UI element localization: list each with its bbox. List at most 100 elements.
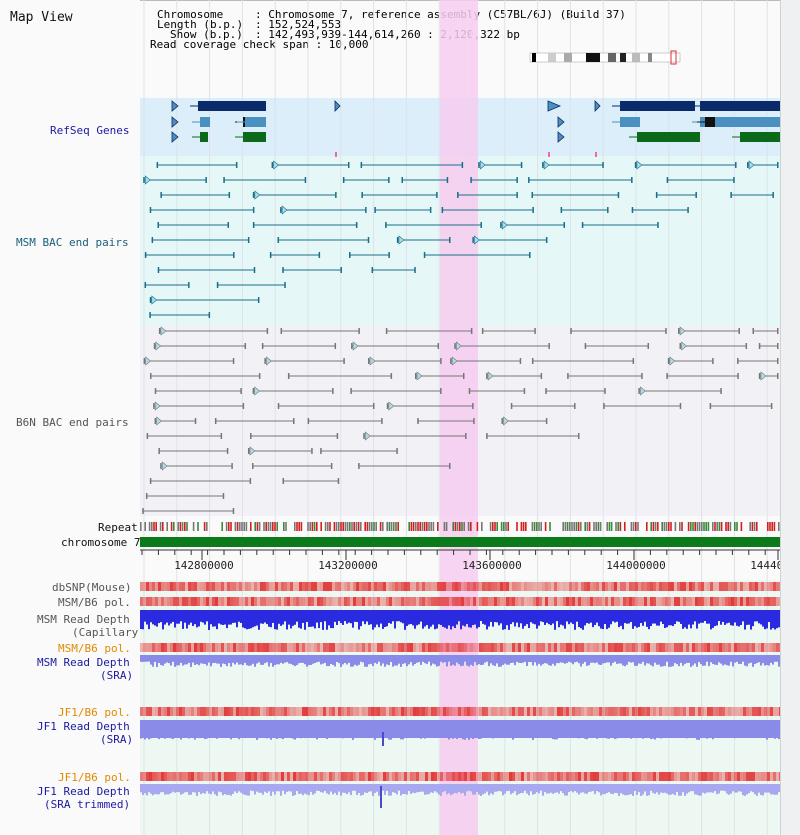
jf1-sra-depth-bar — [354, 720, 356, 735]
repeat-element — [351, 522, 353, 531]
dbsnp-cell — [638, 582, 641, 591]
msm-sra-depth-bar — [490, 655, 492, 664]
jf1-trim-pol-cell — [509, 772, 512, 781]
msm-b6-pol-sra-label[interactable]: MSM/B6 pol. — [58, 642, 131, 655]
jf1-sra-depth-bar — [514, 720, 516, 734]
repeat-label[interactable]: Repeat — [98, 521, 138, 534]
b6n-pair-end — [462, 373, 465, 379]
chromosome-ideogram[interactable] — [529, 50, 681, 65]
jf1-sra-depth-bar — [652, 720, 654, 739]
jf1-sra-depth-bar — [270, 720, 272, 740]
msm-sra-depth-bar — [274, 655, 276, 665]
msm-capillary-depth-bar — [620, 610, 622, 626]
msm-capillary-depth-bar — [288, 610, 290, 625]
jf1-depth-trimmed-label[interactable]: JF1 Read Depth — [37, 785, 130, 798]
jf1-trim-pol-cell — [200, 772, 203, 781]
msm-pol-cell — [560, 597, 563, 606]
b6n-pair-end — [160, 463, 162, 469]
msm-sra-pol-cell — [698, 643, 701, 652]
msm-sra-depth-bar — [440, 655, 442, 662]
msm-capillary-depth-bar — [740, 610, 742, 625]
jf1-b6-pol-trimmed-label[interactable]: JF1/B6 pol. — [58, 771, 131, 784]
msm-capillary-depth-bar — [680, 610, 682, 624]
msm-pair-arrow — [748, 160, 755, 170]
msm-capillary-depth-bar — [628, 610, 630, 624]
msm-pol-cell — [221, 597, 224, 606]
msm-pair-end — [361, 192, 363, 198]
jf1-trim-pol-cell — [563, 772, 566, 781]
msm-sra-depth-bar — [650, 655, 652, 666]
repeat-element — [197, 522, 199, 531]
msm-capillary-depth-bar — [286, 610, 288, 630]
repeat-element — [166, 522, 168, 531]
jf1-trim-depth-bar — [704, 784, 706, 794]
jf1-b6-pol-label[interactable]: JF1/B6 pol. — [58, 706, 131, 719]
refseq-track[interactable] — [171, 100, 780, 157]
msm-sra-depth-bar — [520, 655, 522, 664]
jf1-pol-cell — [548, 707, 551, 716]
dbsnp-cell — [674, 582, 677, 591]
jf1-sra-depth-bar — [200, 720, 202, 733]
msm-pol-cell — [524, 597, 527, 606]
msm-capillary-depth-bar — [482, 610, 484, 624]
polymorphism-heatmaps[interactable] — [140, 582, 780, 781]
msm-sra-depth-bar — [568, 655, 570, 662]
msm-capillary-depth-bar — [162, 610, 164, 630]
jf1-sra-depth-bar — [692, 720, 694, 737]
dbsnp-cell — [191, 582, 194, 591]
msm-pol-cell — [569, 597, 572, 606]
msm-sra-depth-bar — [324, 655, 326, 663]
b6n-bac-track[interactable] — [142, 326, 779, 514]
jf1-trim-depth-bar — [432, 784, 434, 793]
jf1-sra-depth-bar — [332, 720, 334, 734]
msm-capillary-depth-bar — [544, 610, 546, 625]
dbsnp-cell — [641, 582, 644, 591]
jf1-depth-sra-label[interactable]: JF1 Read Depth — [37, 720, 130, 733]
jf1-pol-cell — [404, 707, 407, 716]
msm-capillary-depth-bar — [568, 610, 570, 625]
msm-pair-end — [687, 207, 689, 213]
msm-capillary-depth-bar — [654, 610, 656, 624]
dbsnp-label[interactable]: dbSNP(Mouse) — [52, 581, 132, 594]
jf1-trim-depth-bar — [448, 784, 450, 794]
repeat-track[interactable] — [140, 522, 780, 531]
jf1-pol-cell — [395, 707, 398, 716]
jf1-sra-depth-bar — [670, 720, 672, 733]
read-depth-tracks[interactable] — [140, 610, 780, 808]
b6n-pair-end — [510, 403, 513, 409]
msm-pol-cell — [527, 597, 530, 606]
jf1-sra-depth-bar — [664, 720, 666, 733]
msm-sra-depth-bar — [566, 655, 568, 663]
msm-bac-label[interactable]: MSM BAC end pairs — [16, 236, 129, 249]
jf1-trim-pol-cell — [713, 772, 716, 781]
msm-pol-cell — [575, 597, 578, 606]
b6n-pair-end — [752, 328, 754, 334]
msm-b6-pol-label[interactable]: MSM/B6 pol. — [58, 596, 131, 609]
msm-pol-cell — [140, 597, 143, 606]
msm-depth-capillary-label[interactable]: MSM Read Depth — [37, 613, 130, 626]
msm-sra-depth-bar — [584, 655, 586, 662]
jf1-trim-depth-bar — [312, 784, 314, 795]
jf1-sra-depth-bar — [776, 720, 778, 736]
jf1-trim-pol-cell — [335, 772, 338, 781]
repeat-element — [467, 522, 470, 531]
msm-pair-end — [157, 222, 160, 228]
jf1-sra-depth-bar — [322, 720, 324, 737]
jf1-trim-pol-cell — [662, 772, 665, 781]
genome-track-canvas[interactable]: 142800000 143200000 143600000 144000000 1444… — [140, 0, 780, 835]
jf1-trim-depth-bar — [772, 784, 774, 795]
msm-bac-track[interactable] — [143, 160, 779, 318]
msm-sra-pol-cell — [341, 643, 344, 652]
msm-depth-sra-label[interactable]: MSM Read Depth — [37, 656, 130, 669]
vertical-scrollbar[interactable] — [780, 0, 800, 835]
highlight-region[interactable] — [440, 0, 478, 835]
b6n-bac-label[interactable]: B6N BAC end pairs — [16, 416, 129, 429]
msm-sra-depth-bar — [220, 655, 222, 667]
jf1-trim-depth-bar — [510, 784, 512, 795]
jf1-trim-depth-bar — [472, 784, 474, 795]
jf1-trim-depth-bar — [534, 784, 536, 794]
dbsnp-cell — [200, 582, 203, 591]
jf1-sra-depth-bar — [382, 720, 384, 732]
jf1-pol-cell — [179, 707, 182, 716]
refseq-label[interactable]: RefSeq Genes — [50, 124, 130, 137]
